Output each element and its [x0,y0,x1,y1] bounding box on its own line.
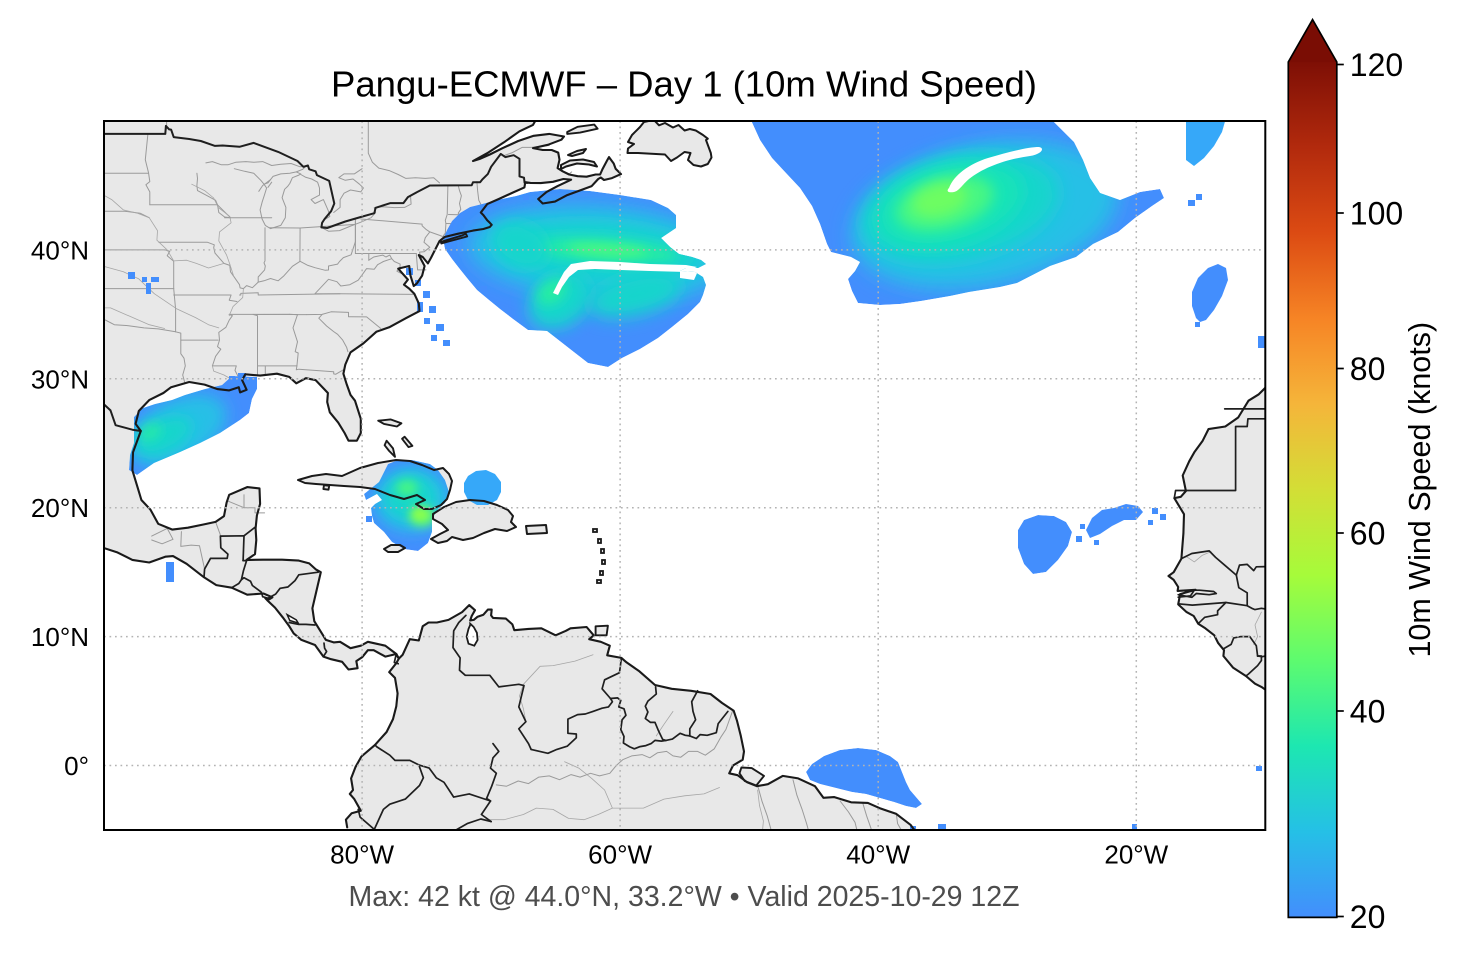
svg-text:60: 60 [1350,516,1386,552]
svg-text:40°W: 40°W [846,840,910,870]
svg-text:20: 20 [1350,899,1386,935]
svg-text:20°N: 20°N [31,493,89,523]
svg-text:40°N: 40°N [31,235,89,265]
svg-text:80°W: 80°W [330,840,394,870]
svg-text:30°N: 30°N [31,364,89,394]
svg-text:20°W: 20°W [1104,840,1168,870]
svg-text:60°W: 60°W [588,840,652,870]
svg-text:10°N: 10°N [31,622,89,652]
svg-text:100: 100 [1350,196,1403,232]
svg-text:0°: 0° [64,751,89,781]
svg-text:40: 40 [1350,694,1386,730]
svg-text:120: 120 [1350,47,1403,83]
svg-text:Max: 42 kt @ 44.0°N, 33.2°W •: Max: 42 kt @ 44.0°N, 33.2°W • Valid 2025… [348,881,1019,913]
svg-text:80: 80 [1350,351,1386,387]
svg-text:Pangu-ECMWF – Day 1 (10m Wind: Pangu-ECMWF – Day 1 (10m Wind Speed) [331,64,1037,105]
svg-text:10m Wind Speed (knots): 10m Wind Speed (knots) [1403,322,1437,658]
